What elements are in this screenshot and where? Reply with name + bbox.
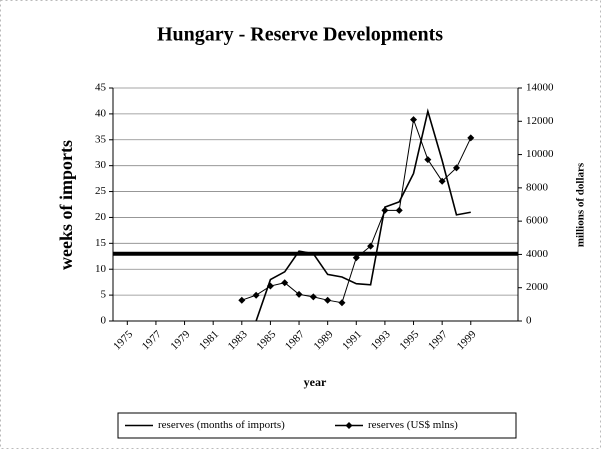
legend-marker	[345, 422, 353, 429]
y-tick-label: 45	[95, 82, 107, 94]
series-line	[241, 119, 472, 304]
x-tick-label: 1997	[426, 328, 450, 352]
x-tick-label: 1983	[226, 328, 250, 352]
y2-tick-label: 4000	[526, 248, 549, 260]
x-tick-label: 1993	[369, 328, 393, 352]
y2-tick-label: 8000	[526, 181, 549, 193]
series-line	[255, 108, 471, 322]
data-point	[338, 299, 346, 307]
y2-tick-label: 14000	[526, 82, 554, 94]
x-tick-label: 1995	[397, 328, 421, 352]
data-point	[381, 206, 389, 214]
legend	[117, 412, 517, 439]
data-point	[452, 164, 460, 172]
data-point	[438, 177, 446, 185]
x-tick-label: 1989	[312, 328, 336, 352]
x-tick-label: 1999	[455, 328, 479, 352]
y-tick-label: 5	[101, 289, 107, 301]
x-tick-label: 1977	[140, 328, 164, 352]
x-tick-label: 1985	[254, 328, 278, 352]
data-point	[352, 254, 360, 262]
x-tick-label: 1987	[283, 328, 307, 352]
data-point	[281, 279, 289, 287]
y2-tick-label: 12000	[526, 115, 554, 127]
x-axis-label: year	[304, 375, 327, 389]
x-tick-label: 1975	[111, 328, 135, 352]
y-tick-label: 15	[95, 237, 107, 249]
data-point	[309, 293, 317, 301]
y2-tick-label: 10000	[526, 148, 554, 160]
y-tick-label: 0	[101, 315, 107, 327]
x-tick-label: 1979	[168, 328, 192, 352]
chart-title: Hungary - Reserve Developments	[157, 24, 443, 46]
data-point	[238, 296, 246, 304]
x-tick-label: 1981	[197, 328, 221, 352]
data-point	[252, 291, 260, 299]
data-point	[424, 156, 432, 164]
data-point	[367, 242, 375, 250]
data-point	[395, 206, 403, 214]
y-tick-label: 25	[95, 185, 107, 197]
y-tick-label: 20	[95, 211, 107, 223]
data-point	[467, 134, 475, 142]
data-point	[324, 296, 332, 304]
y-tick-label: 35	[95, 133, 107, 145]
y-tick-label: 40	[95, 107, 107, 119]
y2-tick-label: 2000	[526, 281, 549, 293]
y2-axis-label: millions of dollars	[575, 162, 587, 247]
y2-tick-label: 0	[526, 315, 532, 327]
y-tick-label: 30	[95, 159, 107, 171]
legend-label: reserves (months of imports)	[158, 419, 285, 431]
y-axis-label: weeks of imports	[56, 140, 76, 270]
y-tick-label: 10	[95, 263, 107, 275]
data-point	[295, 290, 303, 298]
y2-tick-label: 6000	[526, 215, 549, 227]
x-tick-label: 1991	[340, 328, 364, 352]
data-point	[266, 282, 274, 290]
data-point	[410, 116, 418, 124]
legend-label: reserves (US$ mlns)	[368, 419, 458, 431]
